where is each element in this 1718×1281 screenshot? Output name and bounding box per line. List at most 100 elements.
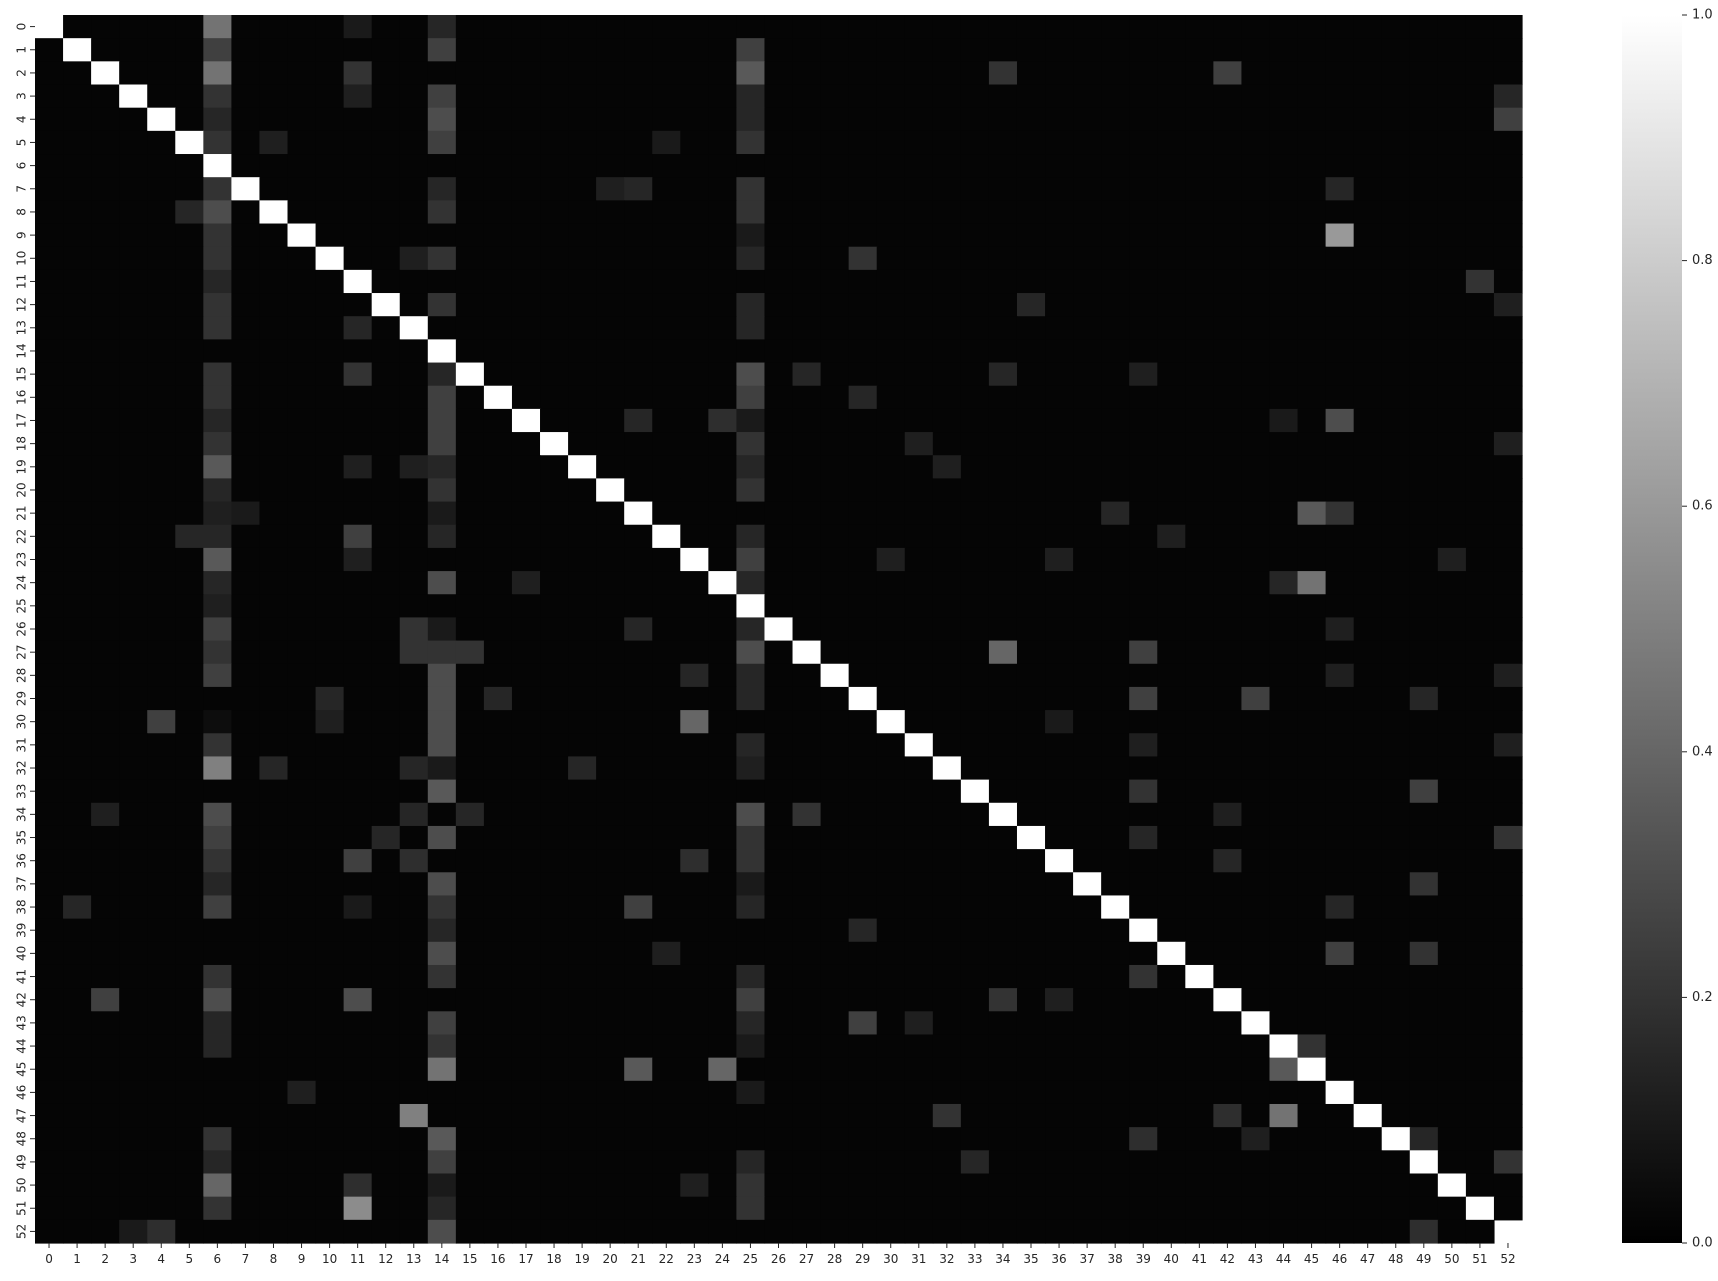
heatmap-cell <box>1409 733 1439 758</box>
heatmap-cell <box>680 1219 709 1244</box>
heatmap-cell <box>1297 594 1327 619</box>
heatmap-cell <box>568 455 597 479</box>
heatmap-cell <box>483 617 513 642</box>
heatmap-cell <box>596 293 625 317</box>
heatmap-cell <box>427 988 457 1012</box>
heatmap-cell <box>147 918 176 943</box>
heatmap-cell <box>904 432 934 456</box>
heatmap-cell <box>1157 571 1186 595</box>
heatmap-cell <box>1437 756 1467 781</box>
heatmap-cell <box>764 177 794 201</box>
y-tick-label: 47 <box>15 1108 29 1123</box>
heatmap-cell <box>1465 293 1495 317</box>
heatmap-cell <box>231 1057 261 1082</box>
heatmap-cell <box>652 455 681 479</box>
x-tick-label: 24 <box>715 1252 730 1266</box>
heatmap-cell <box>371 686 401 711</box>
heatmap-cell <box>988 547 1018 572</box>
heatmap-cell <box>119 964 148 989</box>
heatmap-cell <box>203 1057 232 1082</box>
heatmap-cell <box>1213 107 1243 132</box>
heatmap-cell <box>596 130 625 155</box>
heatmap-cell <box>343 1196 373 1221</box>
heatmap-cell <box>624 1034 653 1059</box>
heatmap-cell <box>904 408 934 433</box>
heatmap-cell <box>596 246 625 271</box>
heatmap-cell <box>1101 15 1130 39</box>
heatmap-cell <box>1269 223 1299 248</box>
heatmap-cell <box>63 802 92 827</box>
heatmap-cell <box>63 130 92 155</box>
heatmap-cell <box>1437 1034 1467 1059</box>
heatmap-cell <box>932 663 962 688</box>
heatmap-cell <box>315 385 345 410</box>
heatmap-cell <box>147 1034 176 1059</box>
heatmap-cell <box>315 177 345 201</box>
heatmap-cell <box>315 362 345 387</box>
heatmap-cell <box>680 293 709 317</box>
heatmap-cell <box>1045 918 1074 943</box>
heatmap-cell <box>35 872 64 897</box>
heatmap-cell <box>568 269 597 294</box>
heatmap-cell <box>231 38 261 62</box>
heatmap-cell <box>427 15 457 39</box>
heatmap-cell <box>736 1011 766 1036</box>
heatmap-cell <box>1493 15 1523 39</box>
heatmap-cell <box>1269 825 1299 850</box>
heatmap-cell <box>792 1057 822 1082</box>
heatmap-cell <box>147 547 176 572</box>
heatmap-cell <box>91 154 120 178</box>
heatmap-cell <box>1465 107 1495 132</box>
heatmap-cell <box>1493 733 1523 758</box>
heatmap-cell <box>119 1196 148 1221</box>
heatmap-cell <box>1381 501 1411 526</box>
heatmap-cell <box>960 1080 990 1105</box>
heatmap-cell <box>287 1103 317 1128</box>
heatmap-cell <box>1381 663 1411 688</box>
heatmap-cell <box>876 130 906 155</box>
heatmap-cell <box>1157 756 1186 781</box>
heatmap-cell <box>820 594 850 619</box>
heatmap-cell <box>119 849 148 873</box>
heatmap-cell <box>876 571 906 595</box>
heatmap-cell <box>399 84 429 109</box>
heatmap-cell <box>119 339 148 364</box>
heatmap-cell <box>1101 640 1130 665</box>
heatmap-cell <box>483 640 513 665</box>
heatmap-cell <box>596 200 625 225</box>
heatmap-cell <box>1493 825 1523 850</box>
heatmap-cell <box>960 1057 990 1082</box>
heatmap-cell <box>1045 38 1074 62</box>
heatmap-cell <box>175 408 204 433</box>
heatmap-cell <box>1016 15 1046 39</box>
heatmap-cell <box>1129 663 1158 688</box>
heatmap-cell <box>624 1057 653 1082</box>
x-tick-label: 48 <box>1388 1252 1403 1266</box>
heatmap-cell <box>1437 38 1467 62</box>
heatmap-cell <box>932 1057 962 1082</box>
heatmap-cell <box>511 246 541 271</box>
heatmap-cell <box>652 779 681 804</box>
heatmap-cell <box>315 686 345 711</box>
heatmap-cell <box>960 663 990 688</box>
heatmap-cell <box>1045 872 1074 897</box>
heatmap-cell <box>680 408 709 433</box>
heatmap-cell <box>1157 895 1186 920</box>
heatmap-cell <box>175 617 204 642</box>
heatmap-cell <box>904 339 934 364</box>
heatmap-cell <box>1409 408 1439 433</box>
heatmap-cell <box>119 293 148 317</box>
heatmap-cell <box>1016 1080 1046 1105</box>
heatmap-cell <box>1493 61 1523 86</box>
heatmap-cell <box>1381 408 1411 433</box>
heatmap-cell <box>848 941 878 966</box>
heatmap-cell <box>1381 1150 1411 1175</box>
heatmap-cell <box>35 1103 64 1128</box>
heatmap-cell <box>680 756 709 781</box>
heatmap-cell <box>203 571 232 595</box>
heatmap-cell <box>1073 408 1102 433</box>
heatmap-cell <box>35 1080 64 1105</box>
heatmap-cell <box>1297 825 1327 850</box>
heatmap-cell <box>680 663 709 688</box>
heatmap-cell <box>1465 663 1495 688</box>
